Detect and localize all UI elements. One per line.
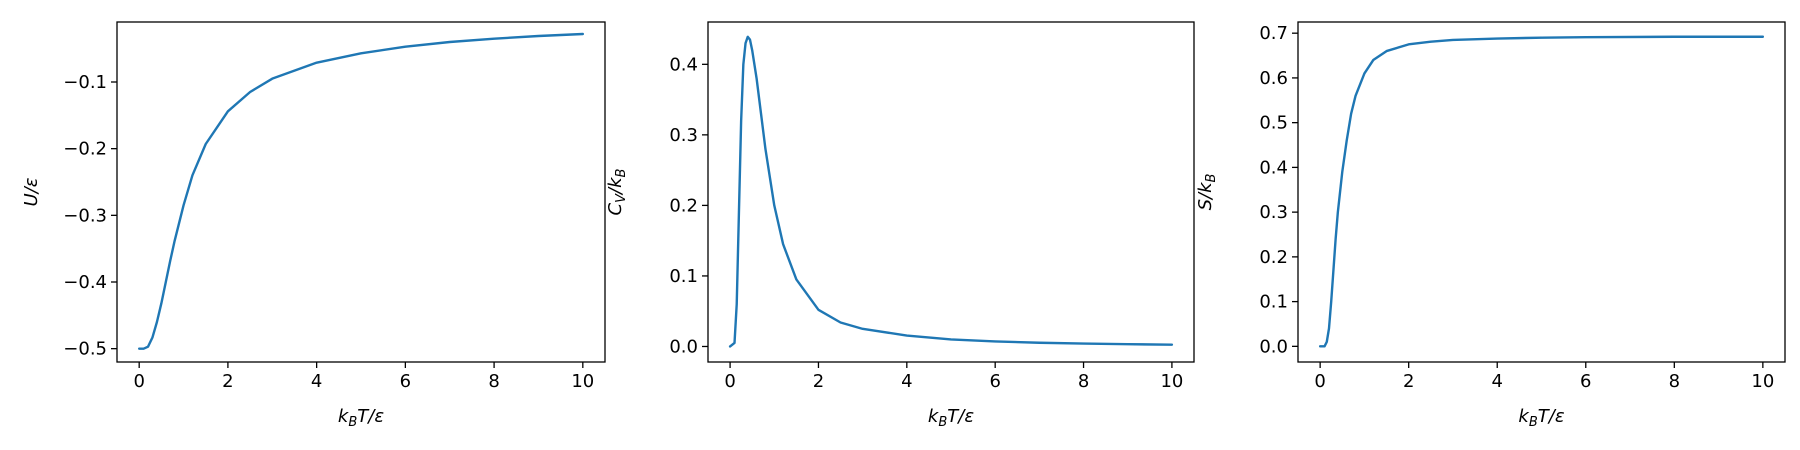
- y-tick-label: −0.1: [63, 72, 107, 93]
- y-axis-label-pre: U/ε: [21, 177, 42, 206]
- x-tick-label: 2: [222, 371, 233, 392]
- x-tick-label: 8: [1078, 371, 1089, 392]
- y-tick-label: 0.0: [1259, 336, 1288, 357]
- x-tick-label: 10: [1160, 371, 1183, 392]
- x-tick-label: 4: [311, 371, 322, 392]
- series-line-1: [1318, 35, 1765, 348]
- x-tick-label: 10: [571, 371, 594, 392]
- series-line-1: [137, 32, 585, 350]
- x-tick-label: 0: [724, 371, 735, 392]
- x-tick-label: 2: [1403, 371, 1414, 392]
- x-tick-label: 8: [1669, 371, 1680, 392]
- y-tick-label: 0.3: [1259, 202, 1288, 223]
- y-axis-label-sub2: B: [614, 168, 629, 177]
- y-tick-label: 0.3: [669, 125, 698, 146]
- x-axis-label: kBT/ε: [928, 406, 974, 430]
- x-tick-label: 6: [400, 371, 411, 392]
- y-axis-label-post: /k: [605, 176, 626, 196]
- x-axis-label-sub: B: [1529, 415, 1538, 430]
- y-tick-label: 0.2: [1259, 247, 1288, 268]
- series-line-1: [728, 35, 1174, 348]
- x-tick-label: 4: [901, 371, 912, 392]
- y-axis-label: U/ε: [21, 177, 42, 206]
- x-tick-label: 0: [133, 371, 144, 392]
- x-axis-label-pre: k: [928, 406, 940, 427]
- y-tick-label: 0.0: [669, 336, 698, 357]
- y-tick-label: 0.4: [669, 54, 698, 75]
- y-tick-label: −0.2: [63, 139, 107, 160]
- y-tick-label: 0.7: [1259, 23, 1288, 44]
- plot-frame: [116, 21, 606, 363]
- x-tick-label: 0: [1314, 371, 1325, 392]
- x-tick-label: 4: [1492, 371, 1503, 392]
- x-tick-label: 6: [1580, 371, 1591, 392]
- chart-panel-1: 0 2 4 6 8 10 −0.5 −0.4 −0.3 −0.2 −0.1 kBT/ε U/ε: [21, 21, 606, 430]
- y-tick-label: −0.3: [63, 205, 107, 226]
- x-tick-label: 10: [1751, 371, 1774, 392]
- x-tick-label: 6: [989, 371, 1000, 392]
- y-axis-label: S/kB: [1195, 174, 1219, 211]
- y-tick-label: −0.4: [63, 272, 107, 293]
- x-axis-label-sub: B: [348, 415, 357, 430]
- x-axis-label-pre: k: [1518, 406, 1530, 427]
- y-tick-label: 0.1: [1259, 292, 1288, 313]
- x-axis-label-post: T/ε: [1538, 406, 1565, 427]
- x-axis-label-post: T/ε: [357, 406, 384, 427]
- x-axis-label: kBT/ε: [1518, 406, 1564, 430]
- x-axis-label: kBT/ε: [338, 406, 384, 430]
- y-tick-label: 0.1: [669, 266, 698, 287]
- y-axis-label-sub: V: [614, 193, 629, 203]
- y-tick-label: 0.5: [1259, 113, 1288, 134]
- y-axis-label-pre: C: [605, 202, 626, 215]
- plot-frame: [1297, 21, 1786, 363]
- plot-frame: [707, 21, 1195, 363]
- x-tick-label: 8: [488, 371, 499, 392]
- x-axis-label-pre: k: [338, 406, 350, 427]
- y-axis-label-pre: S/k: [1195, 181, 1216, 210]
- y-axis-label-sub: B: [1204, 174, 1219, 183]
- y-axis-label: CV/kB: [605, 168, 629, 215]
- y-tick-label: 0.6: [1259, 68, 1288, 89]
- y-tick-label: 0.2: [669, 195, 698, 216]
- y-tick-label: −0.5: [63, 339, 107, 360]
- y-tick-label: 0.4: [1259, 157, 1288, 178]
- x-axis-label-sub: B: [938, 415, 947, 430]
- x-axis-label-post: T/ε: [947, 406, 974, 427]
- x-tick-label: 2: [813, 371, 824, 392]
